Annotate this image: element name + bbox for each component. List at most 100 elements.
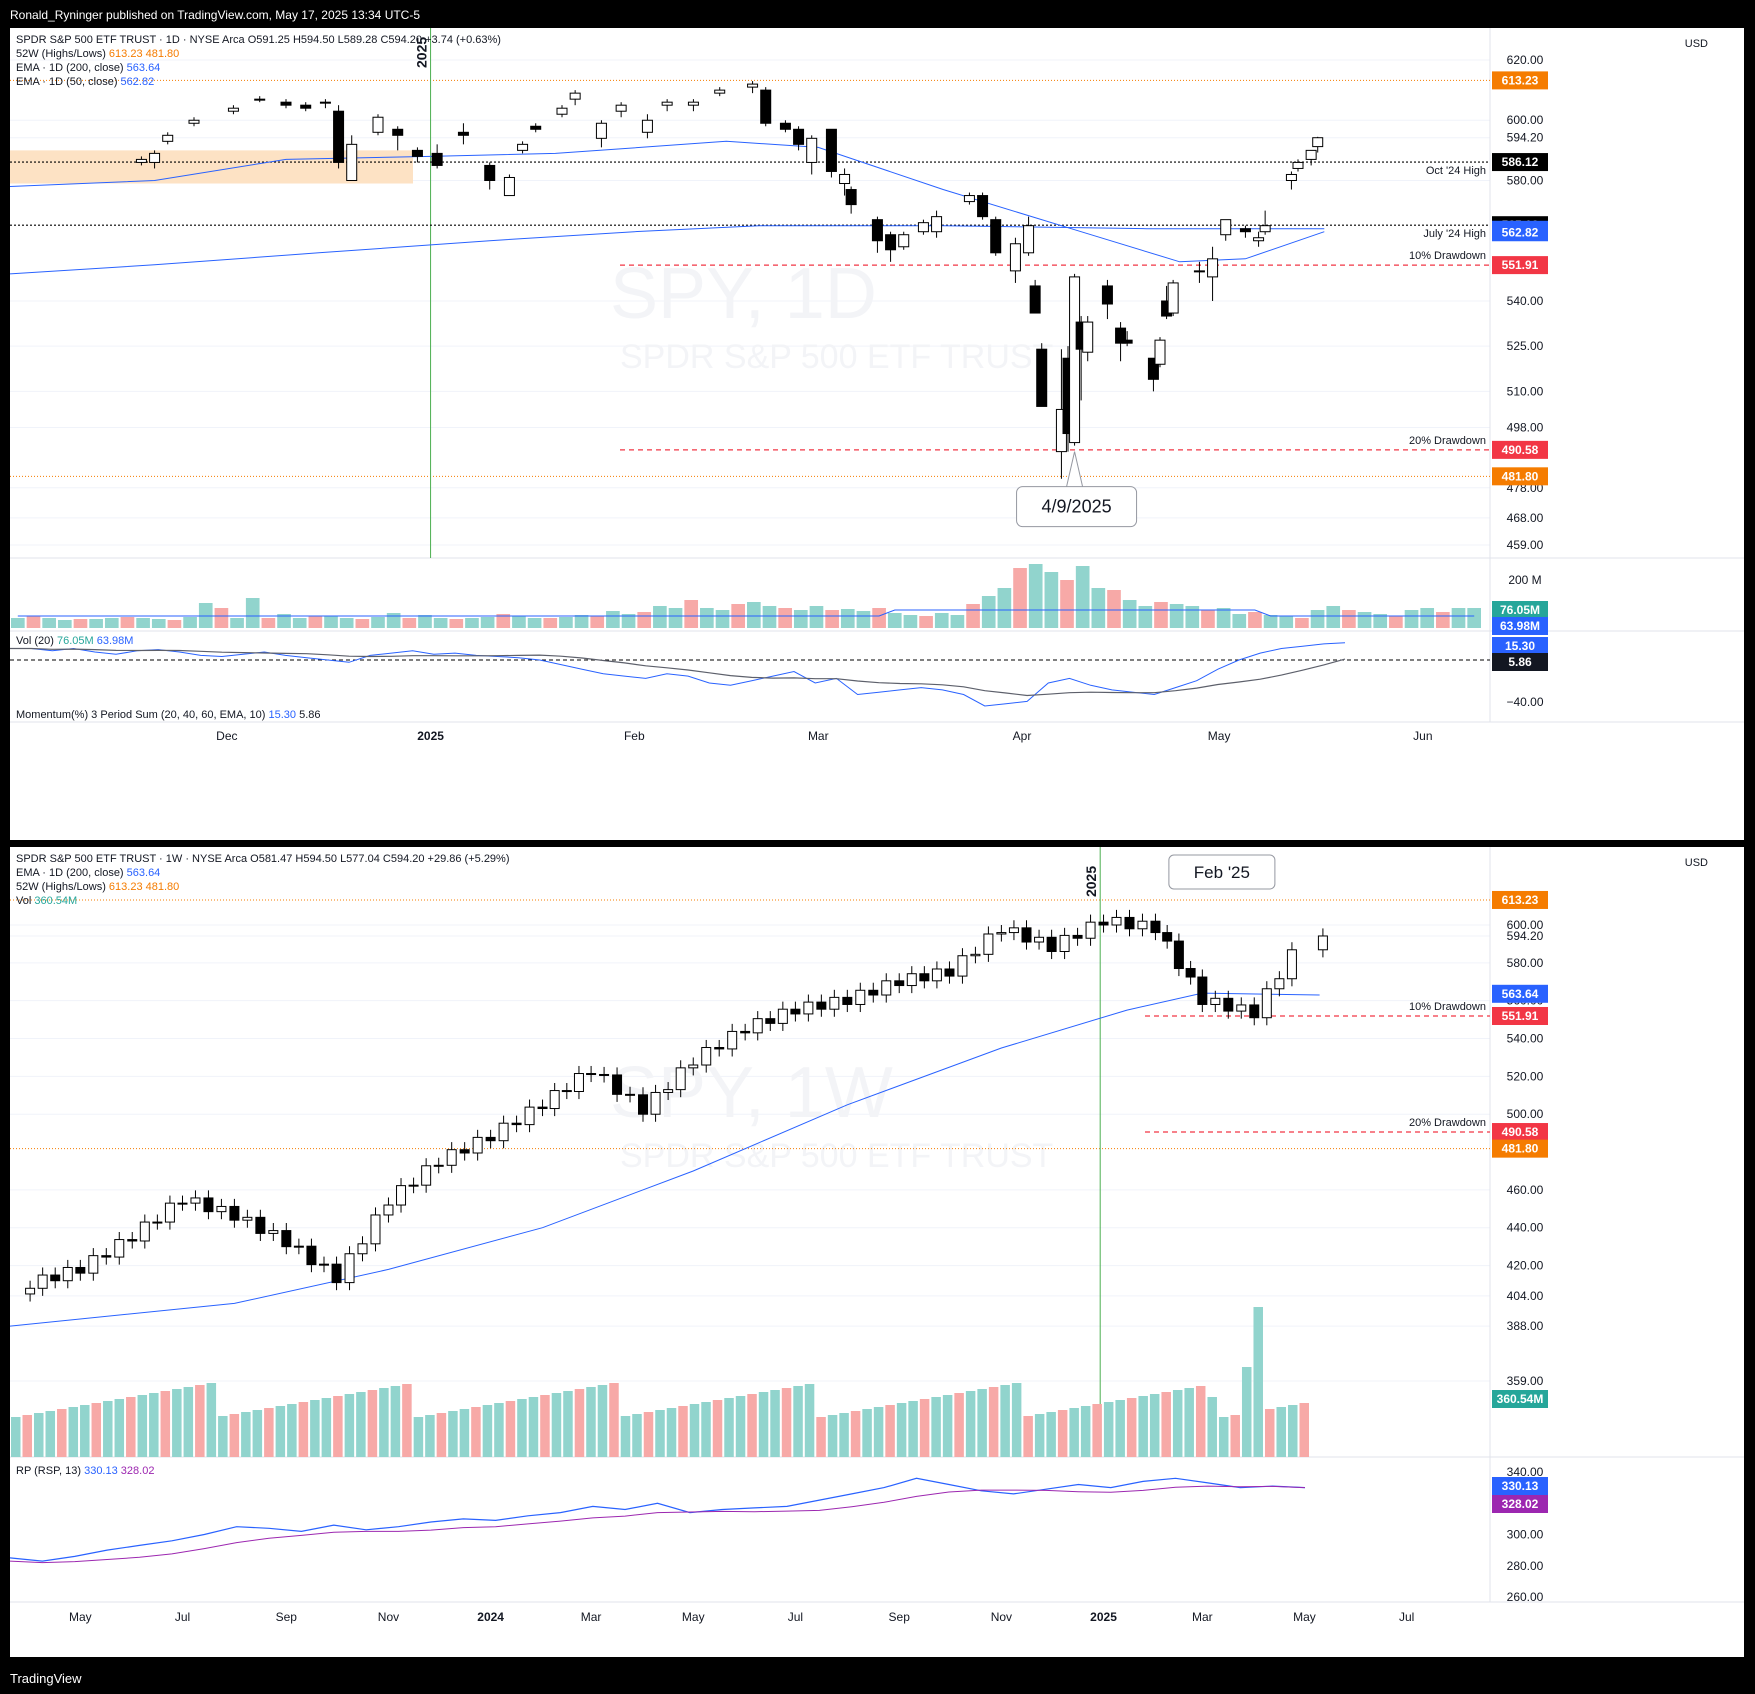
volume-bar (34, 1413, 44, 1457)
volume-bar (245, 598, 260, 628)
price-badge-bg (1492, 1006, 1548, 1025)
candle-body (446, 1149, 457, 1166)
volume-bar (1299, 1403, 1309, 1457)
candle-body (344, 1253, 355, 1284)
volume-bar (1373, 614, 1388, 628)
volume-bar (621, 614, 636, 628)
volume-bar (298, 1402, 309, 1457)
volume-bar (1057, 1410, 1068, 1457)
legend-label: Vol (16, 895, 32, 907)
legend-value: 5.86 (299, 709, 321, 721)
price-tick: 540.00 (1507, 294, 1544, 308)
candle-body (881, 980, 892, 996)
candle-body (1059, 934, 1070, 952)
ema50-line (10, 140, 1325, 263)
volume-bar (988, 1387, 999, 1457)
candle-body (1193, 270, 1205, 273)
volume-bar (1436, 612, 1450, 628)
candle-body (498, 1122, 509, 1142)
volume-bar (1201, 610, 1215, 628)
candle-body (612, 1074, 623, 1095)
legend-label: RP (RSP, 13) (16, 1465, 82, 1477)
daily-chart-canvas[interactable]: SPY, 1D SPDR S&P 500 ETF TRUST 2025 Oct '24… (10, 28, 1744, 840)
candle-body (1111, 916, 1122, 926)
volume-bar (816, 1417, 826, 1457)
volume-bar (637, 612, 652, 628)
price-tick: 580.00 (1507, 173, 1544, 187)
price-badge-bg (1492, 223, 1548, 242)
legend-label: 52W (Highs/Lows) (16, 48, 106, 60)
candle-body (357, 1243, 368, 1255)
volume-bar (903, 615, 918, 628)
candle-body (517, 143, 529, 151)
price-tick: 600.00 (1507, 918, 1544, 932)
volume-bar (402, 1384, 412, 1457)
candle-body (383, 1204, 394, 1216)
candle-body (663, 1089, 674, 1093)
callout-box (1168, 854, 1276, 890)
volume-bar (1011, 1383, 1022, 1457)
candle-body (1082, 321, 1094, 353)
volume-bar (344, 1394, 355, 1457)
price-badge-bg (1492, 71, 1548, 90)
volume-bar (433, 618, 448, 628)
volume-badge-bg (1492, 601, 1548, 619)
watermark-name: SPDR S&P 500 ETF TRUST (620, 338, 1053, 376)
volume-bar (167, 620, 182, 628)
candle-body (372, 116, 384, 133)
volume-bar (1149, 1394, 1160, 1457)
level-label: 20% Drawdown (1409, 1117, 1486, 1129)
volume-bar (1248, 612, 1262, 628)
candle-body (254, 98, 266, 101)
candle-body (569, 92, 581, 100)
volume-bar (379, 1388, 389, 1457)
x-axis-label: Jul (175, 1610, 190, 1624)
candle-body (503, 176, 515, 197)
volume-bar (355, 619, 370, 628)
candle-body (1137, 920, 1148, 930)
volume-bar (793, 1386, 803, 1457)
publisher-line: Ronald_Ryninger published on TradingView… (10, 8, 421, 22)
volume-bar (496, 614, 511, 628)
x-axis-label: Sep (276, 1610, 298, 1624)
rp-tick: 280.00 (1507, 1559, 1544, 1573)
weekly-chart-panel[interactable]: SPY, 1W SPDR S&P 500 ETF TRUST 2025 10% Dra… (10, 847, 1744, 1657)
candle-body (970, 953, 981, 957)
volume-bar (856, 611, 871, 628)
volume-bar (609, 1383, 619, 1457)
volume-bar (218, 1416, 228, 1457)
level-label: July '24 High (1423, 228, 1486, 240)
volume-bar (1218, 1417, 1229, 1457)
volume-bar (563, 1391, 573, 1457)
candle-body (977, 195, 989, 218)
legend-value: 481.80 (145, 48, 180, 60)
volume-bar (183, 1387, 194, 1457)
candle-body (1009, 243, 1021, 272)
volume-bar (1230, 1415, 1240, 1457)
volume-bar (655, 1410, 665, 1457)
volume-bar (512, 616, 526, 628)
price-badge: 613.23 (1502, 73, 1539, 87)
candle-body (50, 1274, 61, 1282)
daily-low: L589.28 (337, 34, 378, 46)
volume-bar (324, 616, 338, 628)
volume-badge: 360.54M (1497, 1392, 1544, 1406)
volume-bar (1451, 608, 1466, 628)
candle-body (229, 1205, 240, 1221)
candle-body (1098, 921, 1109, 926)
volume-bar (966, 604, 980, 628)
price-badge-bg (1492, 1139, 1548, 1158)
candle-body (300, 104, 312, 109)
volume-bar (1310, 610, 1325, 628)
candle-body (457, 131, 469, 136)
publisher-bar: Ronald_Ryninger published on TradingView… (0, 0, 1755, 28)
volume-bar (1263, 615, 1278, 628)
daily-chart-panel[interactable]: SPY, 1D SPDR S&P 500 ETF TRUST 2025 Oct '24… (10, 28, 1744, 840)
x-axis-label: Jun (1413, 729, 1432, 743)
volume-bar (942, 1395, 953, 1457)
x-axis-label: May (69, 1610, 92, 1624)
volume-bar (321, 1398, 332, 1457)
daily-ema200-legend: EMA · 1D (200, close) 563.64 (16, 62, 160, 74)
candle-body (1185, 968, 1196, 978)
